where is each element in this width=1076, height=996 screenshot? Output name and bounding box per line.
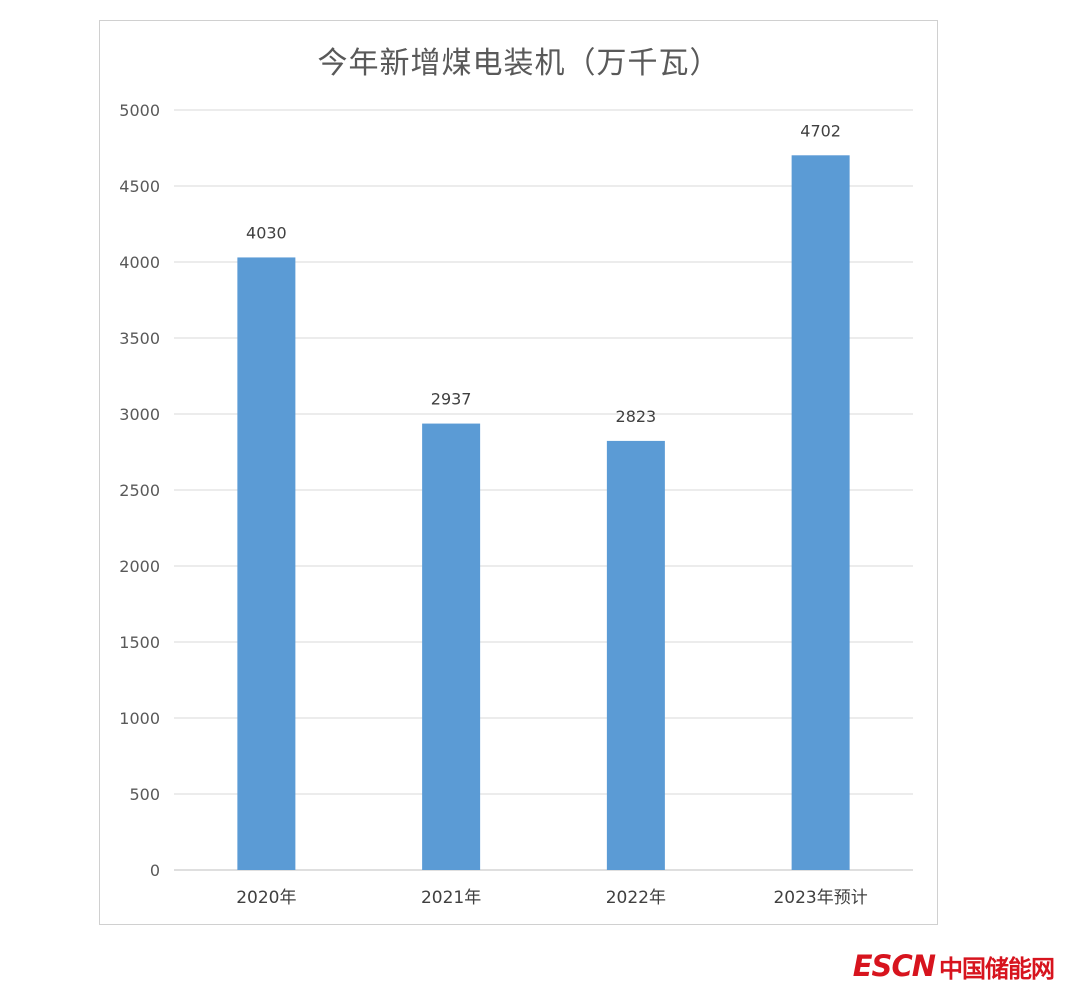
y-tick-label: 4000 xyxy=(119,253,160,272)
y-tick-label: 1500 xyxy=(119,633,160,652)
x-tick-label: 2023年预计 xyxy=(773,888,867,908)
x-tick-label: 2022年 xyxy=(606,888,666,908)
y-tick-label: 4500 xyxy=(119,177,160,196)
data-label: 2937 xyxy=(431,390,472,409)
y-tick-label: 500 xyxy=(129,785,160,804)
data-label: 4030 xyxy=(246,223,287,242)
chart-title: 今年新增煤电装机（万千瓦） xyxy=(317,46,721,81)
bar xyxy=(237,257,296,870)
y-tick-label: 1000 xyxy=(119,709,160,728)
y-tick-label: 3500 xyxy=(119,329,160,348)
bar xyxy=(422,423,481,870)
x-tick-label: 2021年 xyxy=(421,888,481,908)
y-tick-label: 2000 xyxy=(119,557,160,576)
data-label: 2823 xyxy=(616,407,657,426)
y-tick-label: 2500 xyxy=(119,481,160,500)
logo-cn-text: 中国储能网 xyxy=(939,954,1055,983)
escn-logo: ESCN 中国储能网 xyxy=(852,948,1055,984)
y-tick-label: 3000 xyxy=(119,405,160,424)
y-tick-label: 0 xyxy=(150,861,160,880)
logo-escn-text: ESCN xyxy=(852,949,936,983)
x-tick-label: 2020年 xyxy=(236,888,296,908)
data-label: 4702 xyxy=(800,121,841,140)
bar xyxy=(791,155,850,870)
bar xyxy=(606,440,665,870)
y-tick-label: 5000 xyxy=(119,101,160,120)
